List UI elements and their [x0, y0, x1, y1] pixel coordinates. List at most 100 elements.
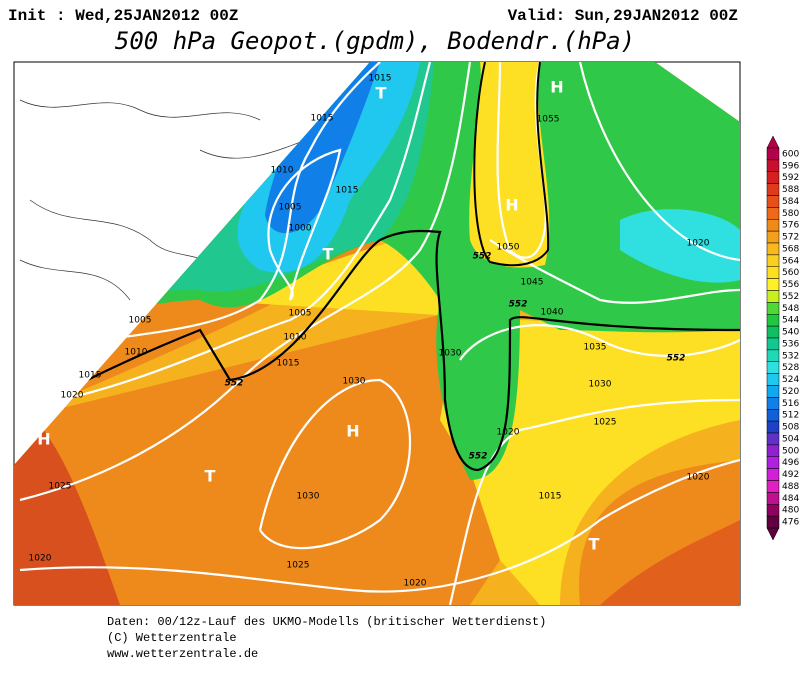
isobar-label: 1055 [537, 115, 560, 125]
colorbar-box [766, 302, 780, 315]
colorbar-tick-label: 524 [782, 375, 799, 385]
colorbar-tick-label: 488 [782, 482, 799, 492]
pressure-center: H [550, 78, 563, 97]
colorbar-top-cap [766, 135, 780, 149]
colorbar-box [766, 397, 780, 410]
colorbar-box [766, 385, 780, 398]
colorbar-box [766, 456, 780, 469]
colorbar-tick-label: 532 [782, 351, 799, 361]
isobar-label: 1015 [79, 371, 102, 381]
colorbar-tick-label: 580 [782, 209, 799, 219]
colorbar-box [766, 420, 780, 434]
isobar-label: 1030 [297, 492, 320, 502]
colorbar-tick-label: 572 [782, 233, 799, 243]
isobar-label: 1010 [125, 348, 148, 358]
isobar-label: 1020 [29, 554, 52, 564]
colorbar-box [766, 373, 780, 386]
isobar-label: 1050 [497, 243, 520, 253]
colorbar-box [766, 515, 780, 529]
colorbar-tick-label: 516 [782, 399, 799, 409]
colorbar-box [766, 254, 780, 267]
colorbar-tick-label: 600 [782, 149, 799, 159]
init-time: Init : Wed,25JAN2012 00Z [8, 7, 238, 25]
isobar-label: 1035 [584, 343, 607, 353]
colorbar-box [766, 207, 780, 220]
footer-line: www.wetterzentrale.de [107, 647, 258, 661]
contour-label: 552 [509, 300, 528, 310]
isobar-label: 1020 [61, 391, 84, 401]
isobar-label: 1020 [687, 239, 710, 249]
isobar-label: 1045 [521, 278, 544, 288]
colorbar-box [766, 290, 780, 303]
isobar-label: 1030 [343, 377, 366, 387]
colorbar-tick-label: 508 [782, 423, 799, 433]
contour-label: 552 [469, 452, 488, 462]
colorbar-tick-label: 480 [782, 506, 799, 516]
contour-label: 552 [473, 252, 492, 262]
colorbar-box [766, 468, 780, 481]
colorbar-tick-label: 528 [782, 363, 799, 373]
isobar-label: 1000 [289, 224, 312, 234]
isobar-label: 1025 [594, 418, 617, 428]
colorbar-tick-label: 544 [782, 316, 799, 326]
colorbar-tick-label: 584 [782, 197, 799, 207]
isobar-labels: 1015 1015 1010 1015 1005 1000 1005 1010 … [29, 74, 710, 589]
isobar-label: 1015 [369, 74, 392, 84]
colorbar-box [766, 409, 780, 422]
colorbar-box [766, 325, 780, 339]
isobar-label: 1010 [284, 333, 307, 343]
colorbar-box [766, 171, 780, 184]
colorbar-box [766, 219, 780, 232]
isobar-label: 1030 [589, 380, 612, 390]
colorbar-box [766, 278, 780, 291]
colorbar-tick-label: 536 [782, 339, 799, 349]
colorbar-tick-label: 492 [782, 470, 799, 480]
colorbar-box [766, 504, 780, 517]
colorbar-tick-label: 568 [782, 244, 799, 254]
colorbar-box [766, 147, 780, 161]
colorbar-tick-label: 548 [782, 304, 799, 314]
pressure-center: H [505, 196, 518, 215]
colorbar-tick-label: 588 [782, 185, 799, 195]
colorbar-box [766, 266, 780, 279]
colorbar-box [766, 444, 780, 457]
contour-labels: 552 552 552 552 552 [225, 252, 686, 462]
contour-label: 552 [225, 379, 244, 389]
isobar-label: 1010 [271, 166, 294, 176]
colorbar-box [766, 183, 780, 196]
isobar-label: 1015 [311, 114, 334, 124]
isobar-label: 1015 [277, 359, 300, 369]
isobar-label: 1020 [404, 579, 427, 589]
isobar-label: 1005 [279, 203, 302, 213]
colorbar-box [766, 480, 780, 493]
isobar-label: 1005 [289, 309, 312, 319]
contour-552 [14, 229, 740, 472]
colorbar-box [766, 314, 780, 327]
colorbar-tick-label: 512 [782, 411, 799, 421]
pressure-center: T [205, 467, 216, 486]
colorbar-tick-label: 504 [782, 434, 799, 444]
colorbar-tick-label: 500 [782, 446, 799, 456]
contour-label: 552 [667, 354, 686, 364]
colorbar-tick-label: 496 [782, 458, 799, 468]
colorbar-box [766, 195, 780, 208]
colorbar-bottom-cap [766, 527, 780, 541]
pressure-center: T [376, 84, 387, 103]
pressure-center: H [37, 430, 50, 449]
colorbar-box [766, 349, 780, 362]
isobar-label: 1025 [287, 561, 310, 571]
isobar-label: 1015 [539, 492, 562, 502]
colorbar-tick-label: 520 [782, 387, 799, 397]
pressure-center: H [346, 422, 359, 441]
colorbar-tick-label: 560 [782, 268, 799, 278]
footer-line: Daten: 00/12z-Lauf des UKMO-Modells (bri… [107, 615, 546, 629]
colorbar-tick-label: 564 [782, 256, 799, 266]
colorbar-tick-label: 540 [782, 328, 799, 338]
colorbar-tick-label: 596 [782, 161, 799, 171]
colorbar-box [766, 159, 780, 172]
isobar-label: 1030 [439, 349, 462, 359]
colorbar-tick-label: 556 [782, 280, 799, 290]
colorbar-tick-label: 592 [782, 173, 799, 183]
